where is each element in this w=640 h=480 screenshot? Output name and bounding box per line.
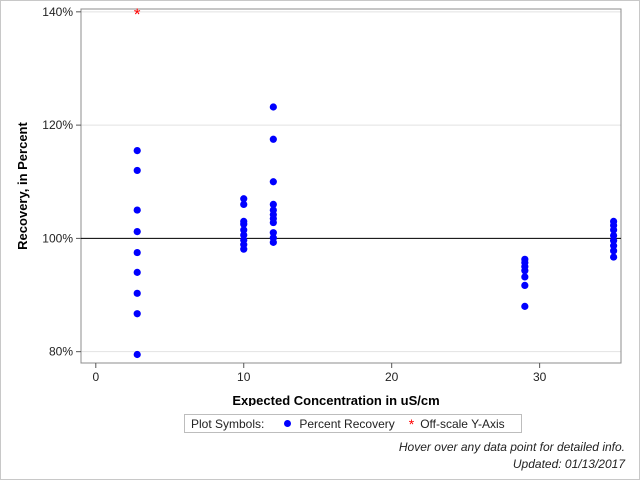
plot-area	[80, 8, 622, 364]
percent-recovery-point[interactable]	[610, 237, 618, 245]
updated-date: Updated: 01/13/2017	[512, 457, 625, 471]
percent-recovery-point[interactable]	[269, 103, 277, 111]
percent-recovery-point[interactable]	[240, 220, 248, 228]
percent-recovery-point[interactable]	[240, 231, 248, 239]
grid-lines	[81, 11, 621, 353]
off-scale-point[interactable]: *	[134, 5, 141, 24]
percent-recovery-point[interactable]	[521, 267, 529, 275]
percent-recovery-point[interactable]	[521, 273, 529, 281]
percent-recovery-point[interactable]	[269, 200, 277, 209]
percent-recovery-point[interactable]	[521, 302, 529, 310]
data-points: *	[133, 5, 618, 359]
percent-recovery-point[interactable]	[269, 178, 277, 186]
percent-recovery-point[interactable]	[240, 200, 248, 209]
percent-recovery-point[interactable]	[133, 206, 141, 214]
percent-recovery-point[interactable]	[269, 238, 277, 246]
x-tick-label: 10	[237, 370, 251, 384]
asterisk-marker-icon: *	[408, 415, 415, 432]
percent-recovery-point[interactable]	[269, 229, 277, 237]
percent-recovery-point[interactable]	[521, 281, 529, 290]
percent-recovery-point[interactable]	[269, 135, 277, 143]
legend-item-percent-recovery: Percent Recovery	[299, 416, 395, 431]
scatter-plot: 0 10 20 30 80% 100% 120% 140% * Recovery, in P…	[15, 5, 622, 406]
percent-recovery-point[interactable]	[610, 231, 618, 240]
circle-marker-icon	[284, 420, 292, 427]
y-axis-title: Recovery, in Percent	[15, 122, 30, 250]
percent-recovery-point[interactable]	[133, 289, 141, 297]
legend: Plot Symbols: Percent Recovery * Off-sca…	[184, 414, 522, 433]
legend-item-off-scale: Off-scale Y-Axis	[420, 416, 505, 431]
percent-recovery-point[interactable]	[610, 242, 618, 250]
percent-recovery-point[interactable]	[240, 245, 248, 253]
x-tick-label: 30	[533, 370, 547, 384]
percent-recovery-point[interactable]	[269, 218, 277, 227]
y-tick-label: 100%	[42, 231, 73, 245]
percent-recovery-point[interactable]	[240, 226, 248, 234]
percent-recovery-point[interactable]	[133, 268, 141, 276]
hover-note: Hover over any data point for detailed i…	[398, 440, 625, 454]
percent-recovery-point[interactable]	[133, 166, 141, 175]
x-tick-label: 20	[385, 370, 399, 384]
legend-title: Plot Symbols:	[191, 416, 265, 431]
y-tick-label: 120%	[42, 118, 73, 132]
percent-recovery-point[interactable]	[610, 247, 618, 255]
x-axis-ticks: 0 10 20 30	[92, 363, 547, 384]
percent-recovery-point[interactable]	[133, 350, 141, 359]
y-tick-label: 140%	[42, 5, 73, 19]
percent-recovery-point[interactable]	[133, 147, 141, 155]
y-tick-label: 80%	[49, 345, 73, 359]
percent-recovery-point[interactable]	[610, 226, 618, 234]
x-axis-title: Expected Concentration in uS/cm	[232, 393, 439, 406]
x-tick-label: 0	[92, 370, 99, 384]
percent-recovery-point[interactable]	[610, 253, 618, 261]
percent-recovery-point[interactable]	[240, 195, 248, 203]
percent-recovery-point[interactable]	[133, 227, 141, 236]
y-axis-ticks: 80% 100% 120% 140%	[42, 5, 81, 359]
percent-recovery-point[interactable]	[133, 310, 141, 318]
percent-recovery-point[interactable]	[133, 248, 141, 257]
